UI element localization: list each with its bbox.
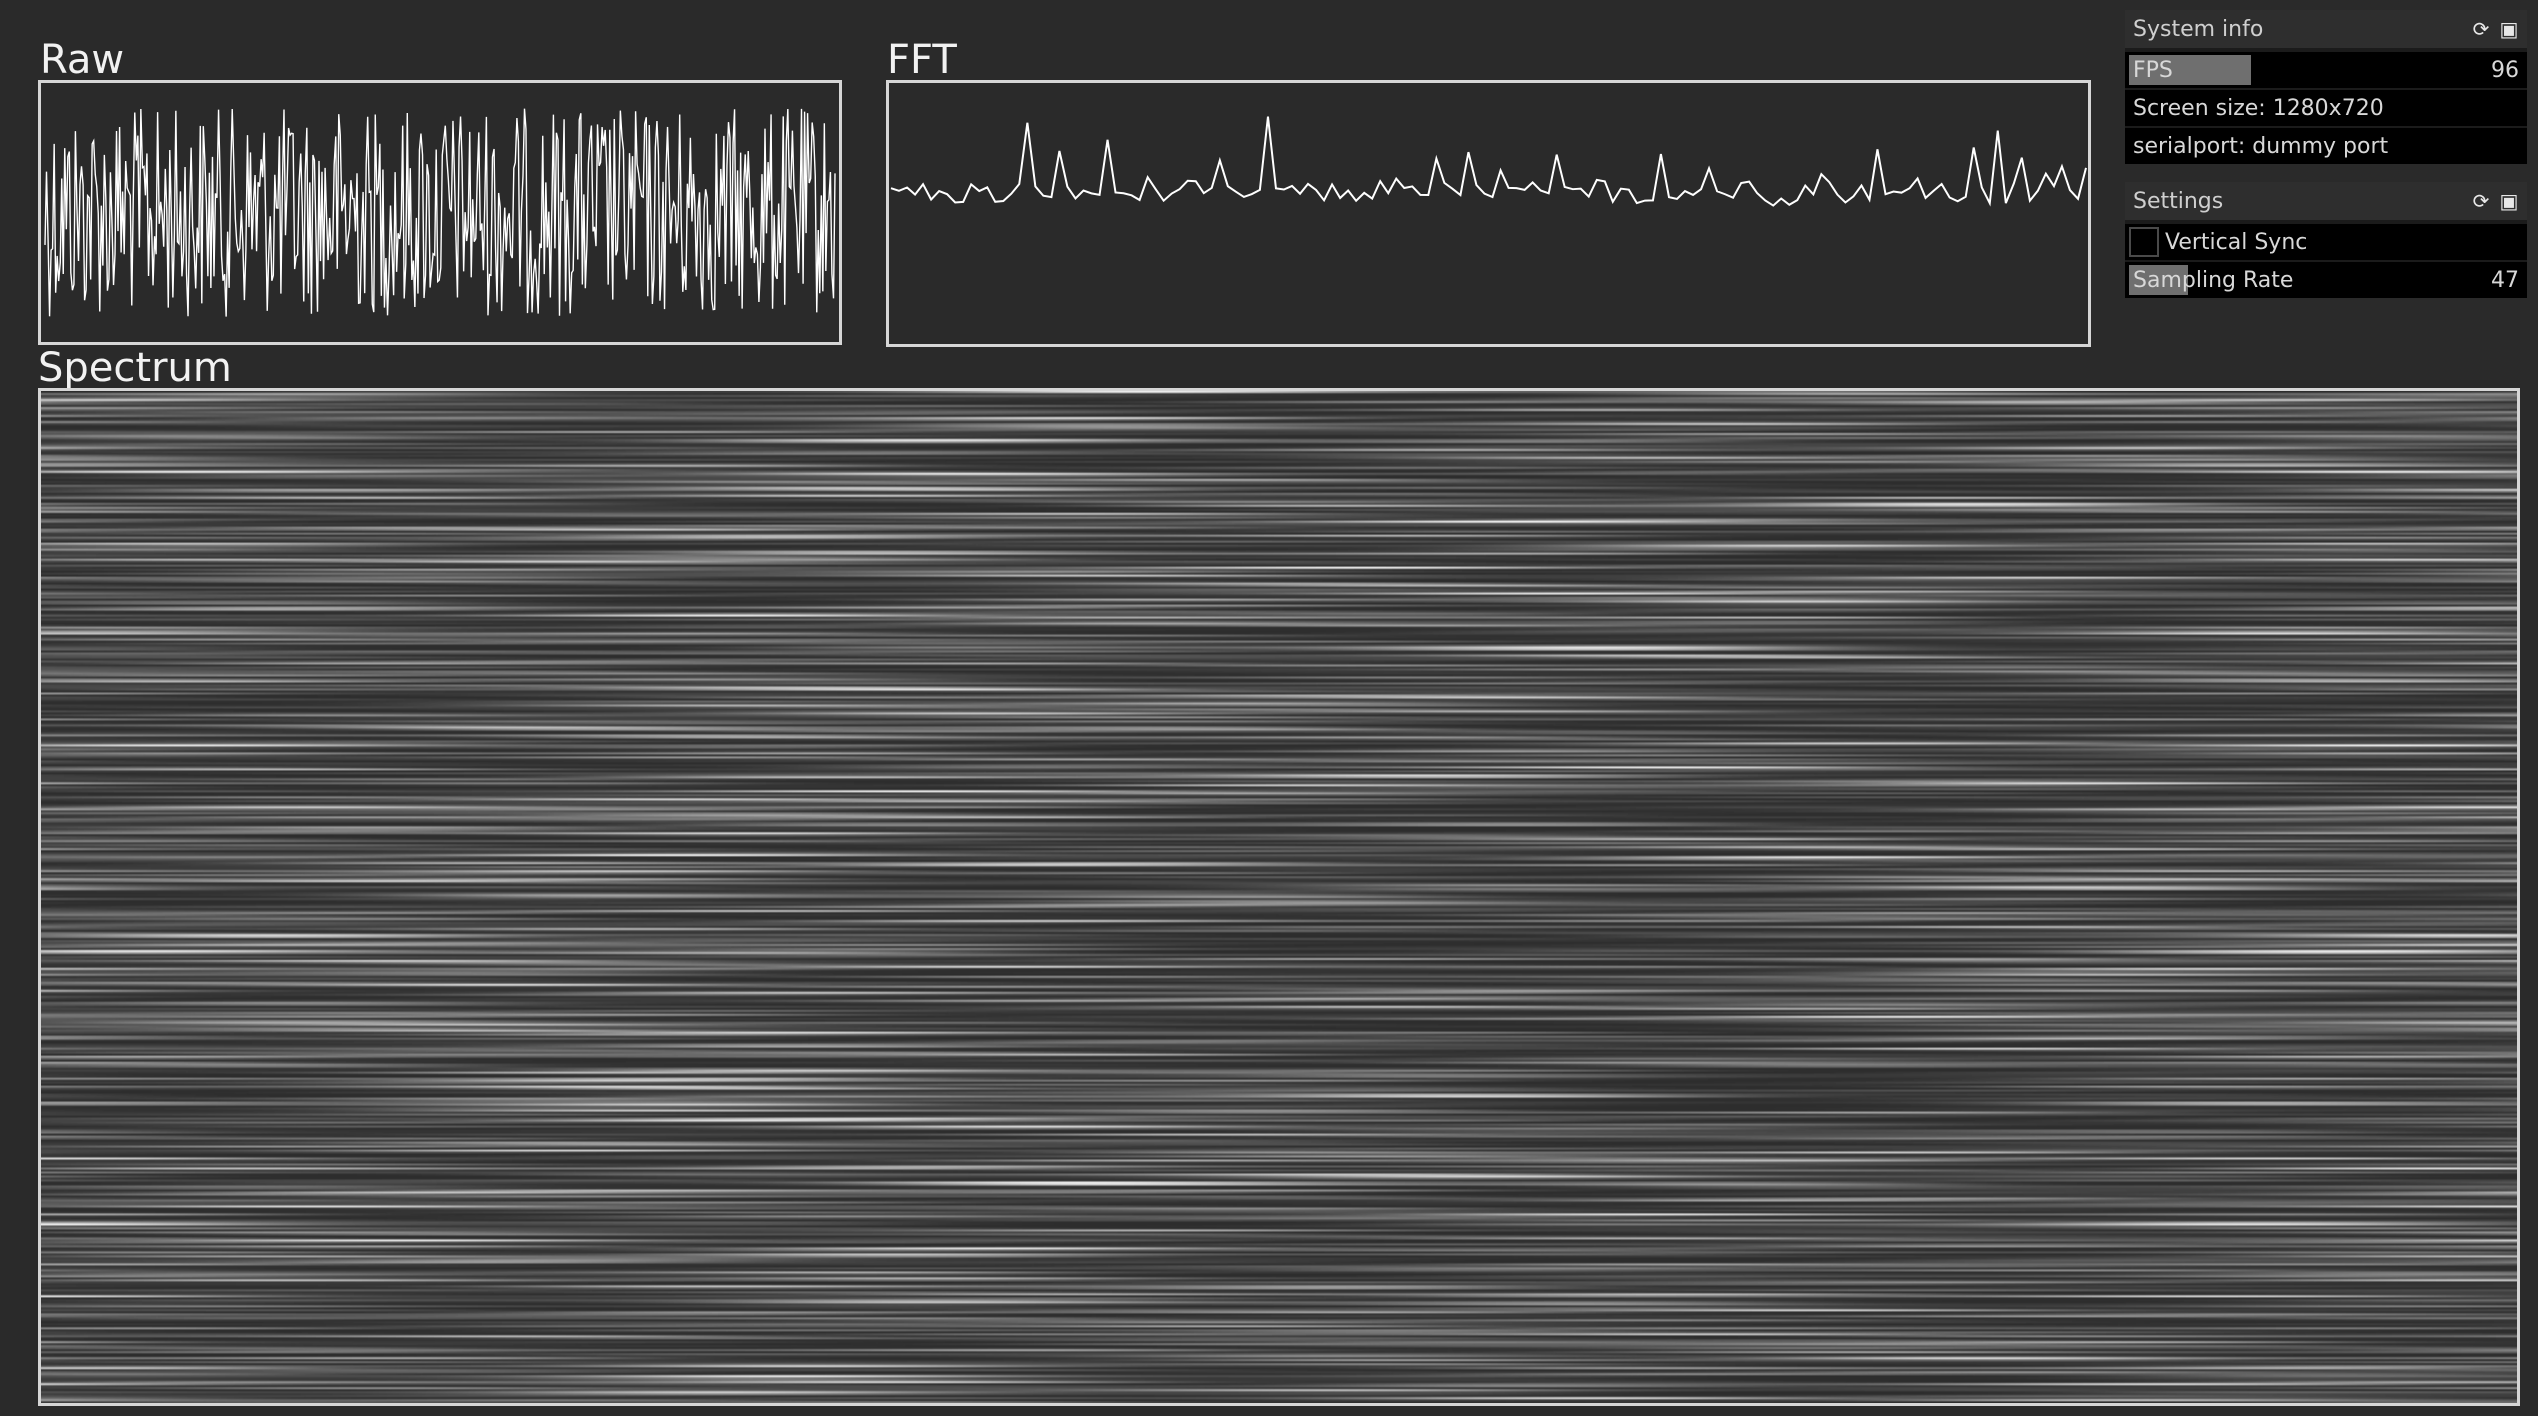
screen-size-label: Screen size: 1280x720 (2125, 90, 2527, 126)
serialport-label: serialport: dummy port (2125, 128, 2527, 164)
fft-magnitude-line (890, 116, 2087, 207)
sampling-rate-value: 47 (2491, 267, 2519, 293)
system-info-header[interactable]: System info ⟳ ▣ (2125, 10, 2527, 50)
settings-header[interactable]: Settings ⟳ ▣ (2125, 182, 2527, 222)
spectrum-plot (38, 388, 2520, 1406)
fps-slider-fill (2129, 55, 2252, 85)
settings-title: Settings (2133, 188, 2224, 214)
fft-plot (886, 80, 2091, 347)
raw-plot-title: Raw (40, 37, 125, 83)
vertical-sync-label: Vertical Sync (2165, 229, 2308, 255)
settings-panel: Settings ⟳ ▣ Vertical Sync Sampling Rate… (2125, 182, 2527, 298)
vertical-sync-toggle[interactable]: Vertical Sync (2125, 224, 2527, 260)
sampling-rate-slider-fill (2129, 265, 2189, 295)
fps-label: FPS (2133, 57, 2173, 83)
raw-waveform (44, 108, 836, 317)
fps-slider[interactable]: FPS 96 (2125, 52, 2527, 88)
system-info-panel: System info ⟳ ▣ FPS 96 Screen size: 1280… (2125, 10, 2527, 164)
fps-value: 96 (2491, 57, 2519, 83)
save-icon[interactable]: ▣ (2499, 189, 2519, 213)
fft-plot-title: FFT (887, 37, 957, 83)
sampling-rate-label: Sampling Rate (2133, 267, 2294, 293)
vertical-sync-checkbox[interactable] (2129, 227, 2159, 257)
fft-trace (890, 116, 2087, 207)
sampling-rate-slider[interactable]: Sampling Rate 47 (2125, 262, 2527, 298)
raw-signal-line (44, 108, 836, 317)
serialport-text: serialport: dummy port (2133, 133, 2389, 159)
reload-icon[interactable]: ⟳ (2472, 189, 2490, 213)
spectrogram-image (41, 391, 2517, 1403)
system-info-title: System info (2133, 16, 2264, 42)
screen-size-text: Screen size: 1280x720 (2133, 95, 2384, 121)
raw-plot (38, 80, 842, 345)
save-icon[interactable]: ▣ (2499, 17, 2519, 41)
reload-icon[interactable]: ⟳ (2472, 17, 2490, 41)
spectrum-plot-title: Spectrum (38, 345, 232, 391)
